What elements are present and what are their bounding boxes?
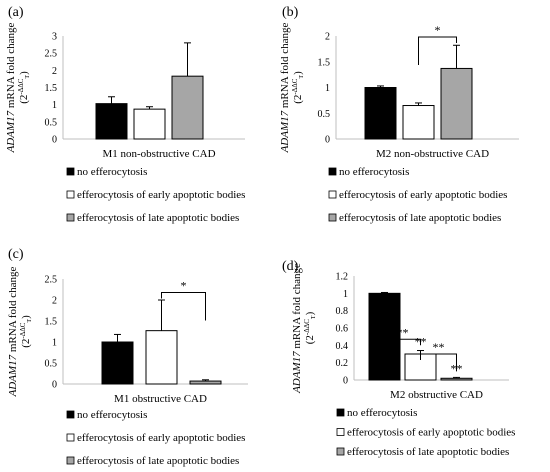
- significance-label: **: [433, 340, 445, 354]
- chart-panel: (d) 0 0.2 0.4 0.6 0.8 1 1.2 ** ** ** ** M2 obstructi…: [282, 259, 515, 458]
- y-axis-label: ADAM17 mRNA fold change: [5, 22, 17, 153]
- y-tick-label: 0.4: [336, 341, 349, 352]
- x-axis-label: M1 non-obstructive CAD: [102, 148, 215, 160]
- significance-label: *: [181, 278, 187, 292]
- bar: [440, 67, 473, 140]
- significance-label: **: [451, 361, 463, 375]
- bar: [364, 87, 397, 140]
- bar: [133, 108, 166, 140]
- y-tick-label: 1.2: [336, 272, 349, 283]
- legend-swatch: [336, 428, 345, 436]
- legend-swatch: [328, 190, 337, 199]
- y-axis-label: ADAM17 mRNA fold change: [291, 263, 303, 394]
- bar: [171, 75, 204, 140]
- y-tick-label: 0: [52, 135, 57, 146]
- y-axis-label: ADAM17 mRNA fold change: [279, 22, 291, 153]
- panel-letter: (a): [8, 5, 24, 20]
- y-tick-label: 1.5: [45, 317, 58, 328]
- bar: [101, 341, 134, 385]
- bar: [145, 330, 178, 385]
- y-axis-label-formula: (2-ΔΔCT): [303, 311, 317, 344]
- y-tick-label: 1: [52, 100, 57, 111]
- bar: [95, 103, 128, 140]
- significance-label: **: [397, 325, 409, 339]
- legend-swatch: [66, 213, 75, 222]
- legend-swatch: [66, 433, 75, 442]
- significance-label: **: [415, 335, 427, 349]
- y-tick-label: 2.5: [45, 275, 58, 286]
- y-axis-label-formula: (2-ΔΔCT): [17, 71, 31, 104]
- legend-label: no efferocytosis: [339, 166, 409, 178]
- y-tick-label: 0.6: [336, 324, 349, 335]
- legend-swatch: [66, 410, 75, 419]
- legend-label: efferocytosis of early apoptotic bodies: [77, 432, 245, 444]
- y-tick-label: 2: [325, 32, 330, 43]
- legend-label: efferocytosis of early apoptotic bodies: [347, 427, 515, 439]
- legend-swatch: [328, 213, 337, 222]
- legend-label: no efferocytosis: [77, 166, 147, 178]
- legend-label: no efferocytosis: [347, 407, 417, 419]
- bar: [368, 292, 401, 381]
- significance-label: *: [435, 23, 441, 37]
- y-tick-label: 0.8: [336, 306, 349, 317]
- y-tick-label: 0: [343, 376, 348, 387]
- panel-letter: (b): [282, 5, 299, 20]
- bar: [440, 377, 473, 381]
- y-tick-label: 1: [343, 289, 348, 300]
- y-tick-label: 2.5: [45, 49, 58, 60]
- legend-swatch: [336, 408, 345, 417]
- y-tick-label: 0.2: [336, 358, 349, 369]
- legend-swatch: [66, 167, 75, 176]
- y-axis-label-formula: (2-ΔΔCT): [291, 71, 305, 104]
- bar: [402, 105, 435, 140]
- bar: [189, 380, 222, 385]
- significance-bracket: [161, 291, 206, 321]
- legend-swatch: [66, 456, 75, 465]
- y-tick-label: 2: [52, 296, 57, 307]
- legend-swatch: [66, 190, 75, 199]
- y-tick-label: 3: [52, 32, 57, 43]
- y-tick-label: 1.5: [45, 83, 58, 94]
- x-axis-label: M2 obstructive CAD: [390, 389, 483, 401]
- y-axis-label-formula: (2-ΔΔCT): [19, 315, 33, 348]
- legend-label: efferocytosis of early apoptotic bodies: [77, 189, 245, 201]
- panel-letter: (d): [282, 259, 299, 274]
- y-tick-label: 1: [325, 83, 330, 94]
- y-tick-label: 2: [52, 66, 57, 77]
- chart-panel: (c) 0 0.5 1 1.5 2 2.5 * M1 obstructive CAD ADAM17…: [7, 247, 248, 467]
- chart-panel: (b) 0 0.5 1 1.5 2 * M2 non-obstructive CAD ADAM1…: [279, 5, 519, 224]
- significance-bracket: [418, 36, 457, 66]
- y-axis-label: ADAM17 mRNA fold change: [7, 266, 19, 397]
- chart-panel: (a) 0 0.5 1 1.5 2 2.5 3 M1 non-obstructive CAD AD…: [5, 5, 245, 224]
- legend-label: efferocytosis of late apoptotic bodies: [77, 455, 239, 467]
- significance-bracket: [384, 338, 421, 346]
- legend-label: efferocytosis of late apoptotic bodies: [77, 212, 239, 224]
- legend-swatch: [336, 447, 345, 456]
- legend-label: efferocytosis of late apoptotic bodies: [347, 446, 509, 458]
- y-tick-label: 1.5: [318, 57, 331, 68]
- y-tick-label: 0: [325, 135, 330, 146]
- legend-label: efferocytosis of early apoptotic bodies: [339, 189, 507, 201]
- x-axis-label: M2 non-obstructive CAD: [376, 148, 489, 160]
- y-tick-label: 1: [52, 338, 57, 349]
- x-axis-label: M1 obstructive CAD: [114, 393, 207, 405]
- y-tick-label: 0.5: [45, 117, 58, 128]
- panel-letter: (c): [8, 247, 24, 262]
- legend-swatch: [328, 167, 337, 176]
- y-tick-label: 0: [52, 380, 57, 391]
- y-tick-label: 0.5: [318, 109, 331, 120]
- legend-label: efferocytosis of late apoptotic bodies: [339, 212, 501, 224]
- significance-bracket: [420, 353, 457, 372]
- legend-label: no efferocytosis: [77, 409, 147, 421]
- y-tick-label: 0.5: [45, 359, 58, 370]
